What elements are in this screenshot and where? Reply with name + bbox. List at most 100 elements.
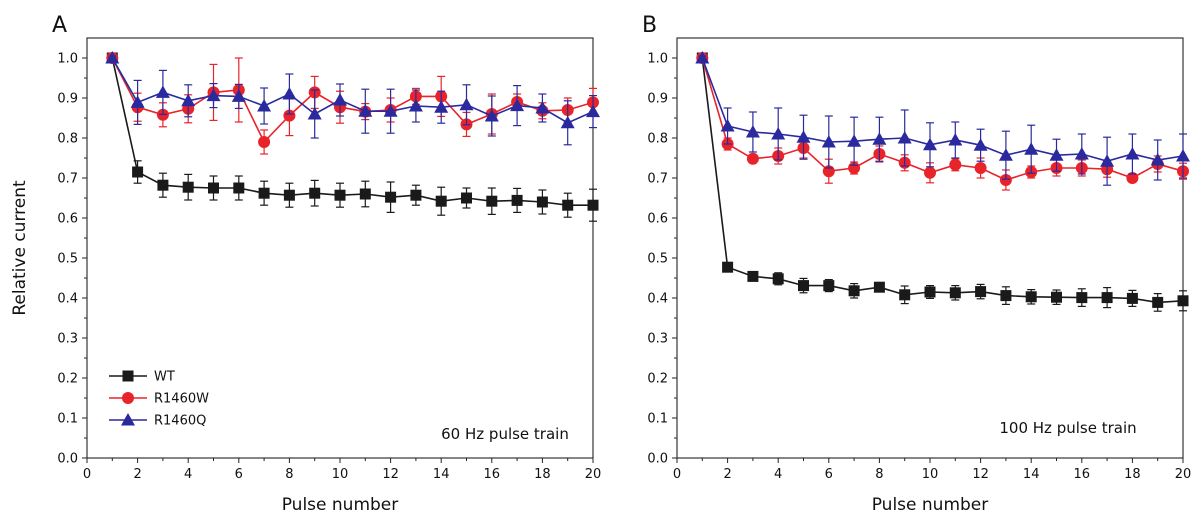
y-tick-label: 0.7 xyxy=(647,172,668,187)
y-axis-title: Relative current xyxy=(10,180,30,316)
y-tick-label: 0.2 xyxy=(57,372,78,387)
panel-letter: A xyxy=(52,13,67,38)
data-point xyxy=(181,93,196,107)
data-point xyxy=(1076,292,1088,304)
data-point xyxy=(847,134,862,147)
x-tick-label: 14 xyxy=(1023,467,1040,482)
data-point xyxy=(434,100,449,113)
x-tick-label: 14 xyxy=(433,467,450,482)
data-point xyxy=(486,195,498,207)
y-tick-label: 0.8 xyxy=(647,132,668,147)
legend-label: R1460Q xyxy=(154,414,206,429)
series-wt xyxy=(106,52,599,222)
legend-marker xyxy=(122,392,134,404)
data-point xyxy=(182,181,194,193)
data-point xyxy=(132,166,144,178)
data-point xyxy=(435,195,447,207)
data-point xyxy=(461,192,472,204)
data-point xyxy=(208,182,219,194)
y-tick-label: 0.9 xyxy=(57,92,78,107)
y-tick-label: 0.1 xyxy=(57,412,78,427)
panel-a: A 0 2 4 6 8 10 12 14 16 18 20 0.0 0.1 0.2 0.3 0.4 0.5 0.6 0… xyxy=(10,13,601,515)
data-point xyxy=(309,187,321,199)
data-point xyxy=(408,99,423,112)
x-tick-label: 8 xyxy=(875,467,883,482)
data-point xyxy=(873,281,885,293)
data-point xyxy=(923,137,937,151)
data-point xyxy=(1126,292,1138,304)
y-tick-label: 0.1 xyxy=(647,412,668,427)
data-point xyxy=(231,89,246,102)
data-point xyxy=(798,280,809,292)
data-point xyxy=(973,138,988,151)
x-tick-label: 16 xyxy=(1074,467,1091,482)
data-point xyxy=(975,286,987,298)
data-point xyxy=(1049,148,1064,161)
legend-label: WT xyxy=(154,370,175,385)
data-point xyxy=(1074,147,1089,160)
x-axis-title: Pulse number xyxy=(872,495,989,515)
x-tick-label: 6 xyxy=(825,467,833,482)
data-point xyxy=(720,119,735,132)
data-point xyxy=(848,285,860,297)
x-tick-label: 12 xyxy=(972,467,989,482)
plot-frame xyxy=(676,37,1184,459)
x-tick-label: 4 xyxy=(774,467,782,482)
panel-b: B 0 2 4 6 8 10 12 14 16 18 20 0.0 0.1 0.2 0.3 0.4 0.5 0.6 0… xyxy=(642,13,1191,515)
data-point xyxy=(1177,295,1189,307)
y-tick-label: 0.6 xyxy=(647,212,668,227)
data-point xyxy=(1150,153,1165,166)
x-tick-label: 4 xyxy=(184,467,192,482)
data-point xyxy=(1000,290,1012,302)
data-point xyxy=(283,189,295,201)
series-r1460w xyxy=(106,52,599,155)
data-point xyxy=(258,187,270,199)
x-tick-label: 10 xyxy=(332,467,349,482)
data-point xyxy=(233,182,245,194)
data-point xyxy=(948,133,963,146)
data-point xyxy=(899,289,911,301)
x-tick-label: 20 xyxy=(1175,467,1192,482)
data-point xyxy=(924,166,936,179)
data-point xyxy=(999,174,1012,186)
y-tick-label: 0.6 xyxy=(57,212,78,227)
data-point xyxy=(1101,292,1113,304)
data-point xyxy=(1051,291,1062,303)
data-point xyxy=(385,191,397,203)
data-point xyxy=(334,189,346,201)
data-point xyxy=(1125,147,1140,160)
data-point xyxy=(949,287,961,299)
data-point xyxy=(484,109,499,122)
data-point xyxy=(206,88,221,102)
data-point xyxy=(586,104,600,118)
y-tick-label: 0.9 xyxy=(647,92,668,107)
annotation: 60 Hz pulse train xyxy=(441,425,569,443)
data-point xyxy=(746,152,759,165)
series-r1460w xyxy=(696,52,1189,191)
x-tick-label: 8 xyxy=(285,467,293,482)
series-wt xyxy=(696,52,1189,312)
series-r1460q xyxy=(695,51,1190,186)
data-point xyxy=(282,87,297,100)
data-point xyxy=(307,107,322,120)
x-tick-label: 2 xyxy=(723,467,731,482)
data-point xyxy=(722,261,734,273)
legend-marker xyxy=(122,370,134,382)
x-tick-label: 10 xyxy=(922,467,939,482)
x-tick-label: 6 xyxy=(235,467,243,482)
data-point xyxy=(998,148,1013,161)
data-point xyxy=(459,97,474,111)
y-tick-label: 0.4 xyxy=(647,292,668,307)
y-tick-label: 0.8 xyxy=(57,132,78,147)
data-point xyxy=(872,132,887,145)
data-point xyxy=(155,85,170,98)
data-point xyxy=(535,101,550,114)
data-point xyxy=(587,199,599,211)
legend-item-wt: WT xyxy=(109,370,175,385)
data-point xyxy=(105,51,120,64)
x-tick-label: 12 xyxy=(382,467,399,482)
data-point xyxy=(359,188,371,200)
data-point xyxy=(562,199,574,211)
